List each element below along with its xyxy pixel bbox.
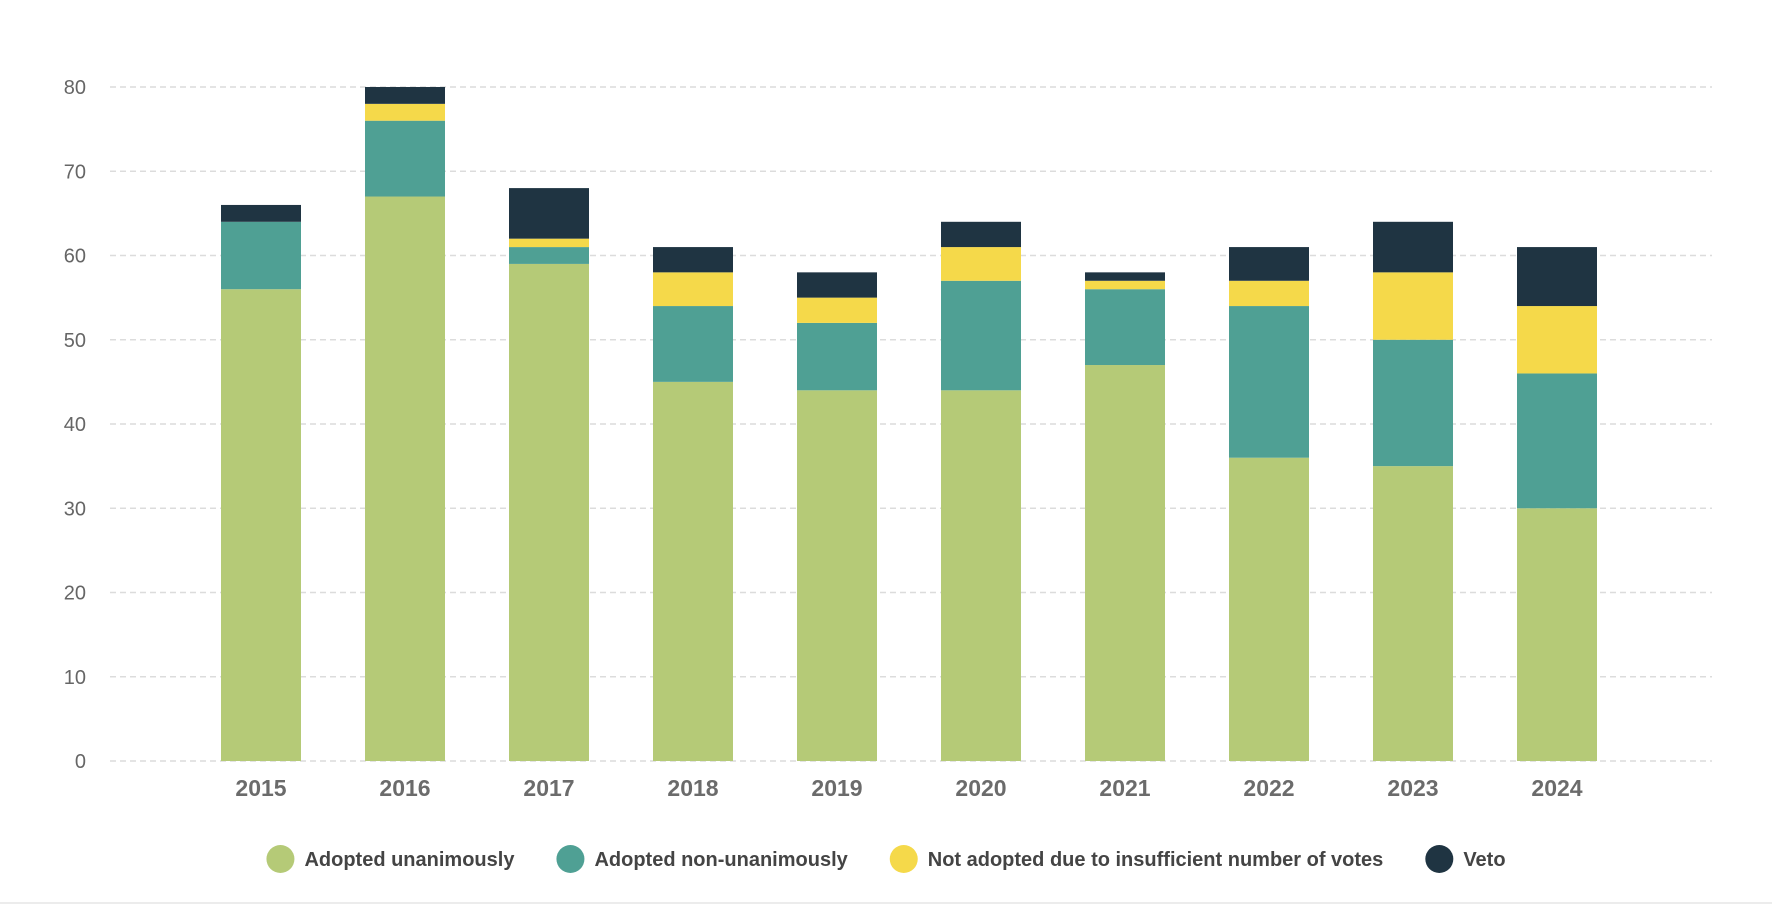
x-tick-label: 2021 bbox=[1099, 775, 1150, 801]
y-tick-label: 50 bbox=[64, 330, 86, 352]
bar-2024-series-2[interactable] bbox=[1517, 373, 1597, 509]
bar-2018-series-1[interactable] bbox=[653, 381, 733, 761]
bar-2024-series-3[interactable] bbox=[1517, 306, 1597, 374]
bar-2020-series-1[interactable] bbox=[941, 390, 1021, 761]
bar-2017-series-4[interactable] bbox=[509, 188, 589, 239]
legend: Adopted unanimously Adopted non-unanimous… bbox=[266, 845, 1506, 873]
bar-2022-series-1[interactable] bbox=[1229, 457, 1309, 761]
x-tick-label: 2020 bbox=[955, 775, 1006, 801]
bar-2019-series-3[interactable] bbox=[797, 297, 877, 323]
legend-item[interactable]: Veto bbox=[1425, 845, 1506, 873]
bar-2017-series-1[interactable] bbox=[509, 263, 589, 761]
bar-2024-series-1[interactable] bbox=[1517, 508, 1597, 761]
bar-2024-series-4[interactable] bbox=[1517, 247, 1597, 307]
bar-2016-series-4[interactable] bbox=[365, 87, 445, 104]
bars-layer bbox=[221, 87, 1597, 761]
bar-2020-series-2[interactable] bbox=[941, 280, 1021, 391]
bar-2019-series-1[interactable] bbox=[797, 390, 877, 761]
bar-2017-series-2[interactable] bbox=[509, 247, 589, 264]
bar-2015-series-2[interactable] bbox=[221, 221, 301, 290]
legend-label: Veto bbox=[1463, 849, 1505, 871]
x-tick-label: 2018 bbox=[667, 775, 718, 801]
legend-label: Adopted unanimously bbox=[304, 849, 515, 871]
legend-item[interactable]: Adopted non-unanimously bbox=[556, 845, 849, 873]
bar-2015-series-4[interactable] bbox=[221, 204, 301, 222]
legend-label: Not adopted due to insufficient number o… bbox=[928, 849, 1384, 871]
grid-layer bbox=[110, 86, 1712, 762]
y-tick-label: 10 bbox=[64, 667, 86, 689]
bar-2023-series-3[interactable] bbox=[1373, 272, 1453, 340]
bar-2017-series-3[interactable] bbox=[509, 238, 589, 248]
legend-label: Adopted non-unanimously bbox=[594, 849, 848, 871]
bar-2023-series-1[interactable] bbox=[1373, 466, 1453, 761]
bar-2018-series-3[interactable] bbox=[653, 272, 733, 307]
x-tick-label: 2015 bbox=[235, 775, 286, 801]
bar-2021-series-3[interactable] bbox=[1085, 280, 1165, 290]
legend-swatch-icon bbox=[266, 845, 295, 873]
legend-swatch-icon bbox=[556, 845, 585, 873]
bar-2023-series-2[interactable] bbox=[1373, 339, 1453, 467]
y-tick-label: 80 bbox=[64, 77, 86, 99]
bar-2019-series-2[interactable] bbox=[797, 322, 877, 391]
bar-2023-series-4[interactable] bbox=[1373, 221, 1453, 273]
y-tick-label: 0 bbox=[75, 751, 86, 773]
x-tick-label: 2023 bbox=[1387, 775, 1438, 801]
x-tick-label: 2019 bbox=[811, 775, 862, 801]
y-axis-ticks: 0 10 20 30 40 50 60 70 80 bbox=[64, 77, 86, 773]
bar-2020-series-4[interactable] bbox=[941, 221, 1021, 248]
bar-2016-series-3[interactable] bbox=[365, 103, 445, 121]
bar-2022-series-2[interactable] bbox=[1229, 306, 1309, 458]
legend-swatch-icon bbox=[1425, 845, 1454, 873]
legend-swatch-icon bbox=[889, 845, 918, 873]
legend-item[interactable]: Not adopted due to insufficient number o… bbox=[889, 845, 1384, 873]
bar-2022-series-3[interactable] bbox=[1229, 280, 1309, 307]
y-tick-label: 70 bbox=[64, 161, 86, 183]
x-tick-label: 2024 bbox=[1531, 775, 1582, 801]
bar-2020-series-3[interactable] bbox=[941, 247, 1021, 281]
bar-2018-series-2[interactable] bbox=[653, 306, 733, 382]
y-tick-label: 20 bbox=[64, 583, 86, 605]
y-tick-label: 60 bbox=[64, 246, 86, 268]
legend-item[interactable]: Adopted unanimously bbox=[266, 845, 515, 873]
bar-2021-series-4[interactable] bbox=[1085, 272, 1165, 281]
bar-2019-series-4[interactable] bbox=[797, 272, 877, 298]
bar-2016-series-2[interactable] bbox=[365, 120, 445, 197]
x-tick-label: 2017 bbox=[523, 775, 574, 801]
bar-2015-series-1[interactable] bbox=[221, 289, 301, 761]
y-tick-label: 40 bbox=[64, 414, 86, 436]
y-tick-label: 30 bbox=[64, 498, 86, 520]
x-axis-ticks: 2015 2016 2017 2018 2019 2020 2021 2022 2023 2024 bbox=[235, 775, 1582, 801]
x-tick-label: 2022 bbox=[1243, 775, 1294, 801]
bar-2018-series-4[interactable] bbox=[653, 247, 733, 273]
x-tick-label: 2016 bbox=[379, 775, 430, 801]
bar-2021-series-2[interactable] bbox=[1085, 289, 1165, 366]
bar-2022-series-4[interactable] bbox=[1229, 247, 1309, 281]
bar-2016-series-1[interactable] bbox=[365, 196, 445, 761]
bar-2021-series-1[interactable] bbox=[1085, 365, 1165, 761]
